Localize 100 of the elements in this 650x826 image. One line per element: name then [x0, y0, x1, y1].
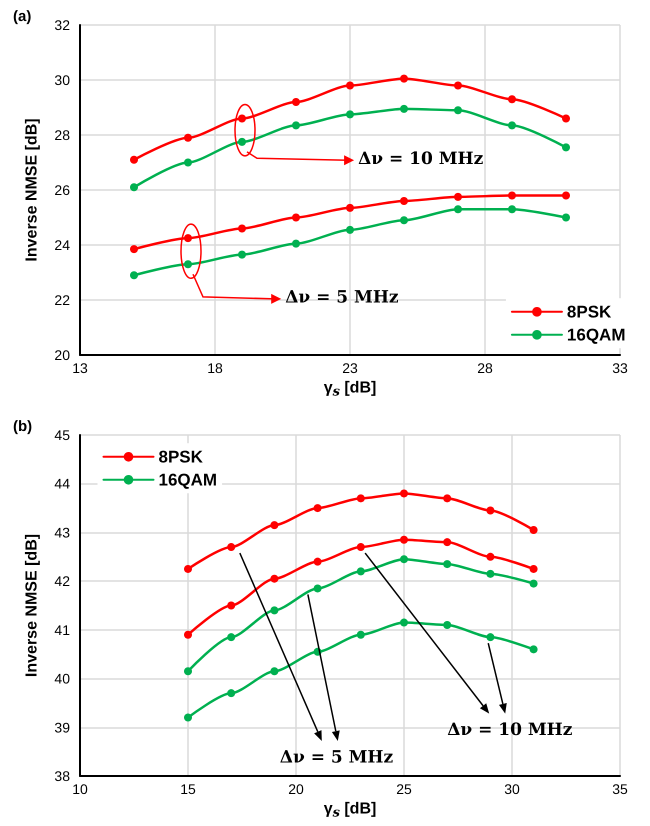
point — [270, 574, 278, 583]
point — [238, 224, 246, 232]
legend-label: 16QAM — [566, 325, 626, 344]
x-tick-label: 25 — [396, 781, 412, 797]
point — [130, 183, 138, 192]
point — [508, 192, 516, 200]
x-tick-label: 18 — [207, 360, 223, 376]
point — [130, 245, 138, 254]
point — [400, 489, 408, 498]
chart-title: (b) — [13, 418, 32, 435]
point — [346, 82, 354, 90]
x-tick-label: 35 — [612, 781, 628, 797]
legend-label: 16QAM — [158, 470, 218, 490]
x-tick-label: 28 — [477, 360, 493, 376]
point — [443, 620, 452, 629]
point — [562, 214, 570, 222]
point — [270, 606, 278, 614]
point — [400, 536, 408, 544]
point — [530, 645, 538, 654]
point — [400, 197, 408, 205]
y-tick-label: 26 — [54, 182, 70, 198]
x-tick-label: 30 — [504, 781, 520, 797]
x-tick-label: 15 — [180, 781, 196, 797]
point — [184, 234, 192, 242]
point — [356, 494, 365, 502]
point — [443, 538, 452, 546]
x-tick-label: 20 — [288, 781, 304, 797]
point — [356, 630, 365, 639]
y-axis-title: Inverse NMSE [dB] — [24, 118, 40, 262]
y-tick-label: 45 — [54, 427, 70, 443]
point — [227, 543, 236, 552]
point — [184, 714, 192, 722]
y-tick-label: 39 — [54, 719, 70, 736]
legend-label: 8PSK — [566, 302, 612, 322]
point — [270, 521, 278, 530]
chart-title: (a) — [13, 8, 32, 25]
point — [356, 567, 365, 576]
point — [238, 250, 246, 259]
annotation: Δν = 10 MHz — [447, 720, 573, 740]
y-tick-label: 30 — [54, 72, 70, 88]
point — [292, 98, 300, 106]
point — [508, 95, 516, 104]
point — [486, 552, 494, 561]
point — [400, 555, 408, 564]
point — [486, 570, 494, 578]
annotation: Δν = 5 MHz — [280, 747, 394, 768]
y-tick-label: 40 — [54, 670, 70, 687]
y-tick-label: 20 — [54, 347, 70, 363]
point — [184, 134, 192, 142]
x-tick-label: 10 — [72, 781, 88, 797]
point — [562, 192, 570, 200]
point — [130, 271, 138, 280]
y-axis-title: Inverse NMSE [dB] — [24, 534, 40, 678]
point — [400, 618, 408, 627]
point — [454, 106, 462, 114]
point — [400, 216, 408, 224]
point — [443, 560, 452, 568]
point — [238, 114, 246, 122]
point — [508, 121, 516, 130]
point — [314, 558, 322, 566]
point — [346, 110, 354, 118]
point — [486, 633, 494, 642]
y-tick-label: 24 — [54, 237, 70, 253]
y-tick-label: 41 — [54, 622, 70, 638]
point — [227, 633, 236, 642]
point — [346, 204, 354, 212]
legend-label: 8PSK — [158, 447, 204, 466]
annotation: Δν = 10 MHz — [358, 148, 484, 169]
point — [314, 584, 322, 592]
point — [530, 564, 538, 573]
point — [184, 667, 192, 676]
point — [292, 240, 300, 248]
point — [400, 74, 408, 83]
point — [184, 564, 192, 573]
y-tick-label: 28 — [54, 127, 70, 143]
point — [454, 192, 462, 201]
x-tick-label: 23 — [342, 360, 358, 376]
point — [292, 214, 300, 222]
point — [227, 602, 236, 610]
point — [270, 667, 278, 676]
point — [454, 205, 462, 214]
point — [400, 104, 408, 113]
y-tick-label: 32 — [54, 17, 70, 33]
point — [508, 205, 516, 214]
annotation: Δν = 5 MHz — [285, 287, 399, 308]
point — [314, 504, 322, 512]
point — [184, 630, 192, 639]
x-tick-label: 13 — [72, 360, 88, 376]
point — [486, 506, 494, 515]
point — [562, 143, 570, 152]
y-tick-label: 44 — [54, 476, 70, 492]
point — [227, 689, 236, 698]
point — [292, 121, 300, 130]
point — [130, 156, 138, 164]
point — [346, 226, 354, 234]
point — [184, 158, 192, 166]
y-tick-label: 43 — [54, 524, 70, 540]
point — [530, 526, 538, 534]
point — [454, 82, 462, 90]
point — [562, 114, 570, 122]
